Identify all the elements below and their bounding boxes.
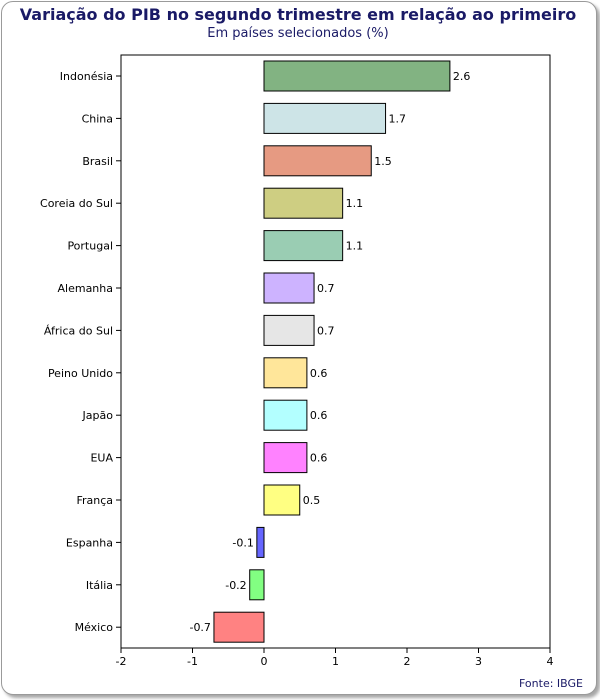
- bar-espanha: [256, 526, 265, 558]
- chart-title: Variação do PIB no segundo trimestre em …: [19, 5, 577, 24]
- bar-brasil: [263, 145, 372, 177]
- bar-japao: [263, 399, 308, 431]
- bar-indonesia: [263, 60, 451, 92]
- x-tick-label: 3: [475, 655, 482, 668]
- data-label-italia: -0.2: [225, 579, 246, 592]
- data-label-peino-unido: 0.6: [310, 367, 328, 380]
- data-label-alemanha: 0.7: [317, 282, 335, 295]
- data-label-china: 1.7: [389, 112, 407, 125]
- category-label-italia: Itália: [86, 579, 113, 592]
- bar-china: [263, 102, 387, 134]
- x-tick-label: -2: [116, 655, 127, 668]
- bar-peino-unido: [263, 357, 308, 389]
- data-label-africa-do-sul: 0.7: [317, 324, 335, 337]
- x-tick-label: 0: [261, 655, 268, 668]
- bar-coreia-do-sul: [263, 187, 344, 219]
- data-label-portugal: 1.1: [346, 240, 364, 253]
- category-label-espanha: Espanha: [66, 536, 113, 549]
- data-label-indonesia: 2.6: [453, 70, 471, 83]
- category-label-mexico: México: [75, 621, 114, 634]
- x-tick-label: 1: [332, 655, 339, 668]
- x-tick-label: 2: [404, 655, 411, 668]
- source-note: Fonte: IBGE: [519, 677, 583, 690]
- bar-africa-do-sul: [263, 314, 315, 346]
- category-label-china: China: [82, 112, 113, 125]
- category-label-indonesia: Indonésia: [60, 70, 113, 83]
- data-label-coreia-do-sul: 1.1: [346, 197, 364, 210]
- data-label-franca: 0.5: [303, 494, 321, 507]
- x-tick-label: 4: [547, 655, 554, 668]
- data-label-japao: 0.6: [310, 409, 328, 422]
- category-label-africa-do-sul: África do Sul: [44, 324, 113, 337]
- data-label-mexico: -0.7: [189, 621, 210, 634]
- category-label-eua: EUA: [90, 452, 113, 465]
- plot-area: [120, 54, 551, 649]
- data-label-brasil: 1.5: [374, 155, 392, 168]
- bar-eua: [263, 442, 308, 474]
- category-label-franca: França: [76, 494, 113, 507]
- data-label-eua: 0.6: [310, 452, 328, 465]
- category-label-portugal: Portugal: [67, 240, 113, 253]
- bar-mexico: [213, 611, 265, 643]
- data-label-espanha: -0.1: [232, 536, 253, 549]
- x-tick-label: -1: [187, 655, 198, 668]
- category-label-japao: Japão: [82, 409, 114, 422]
- chart-subtitle: Em países selecionados (%): [207, 26, 389, 41]
- bar-portugal: [263, 230, 344, 262]
- category-label-brasil: Brasil: [82, 155, 113, 168]
- bar-italia: [249, 569, 265, 601]
- bar-franca: [263, 484, 301, 516]
- category-label-peino-unido: Peino Unido: [48, 367, 113, 380]
- category-label-alemanha: Alemanha: [58, 282, 114, 295]
- category-label-coreia-do-sul: Coreia do Sul: [40, 197, 113, 210]
- bar-alemanha: [263, 272, 315, 304]
